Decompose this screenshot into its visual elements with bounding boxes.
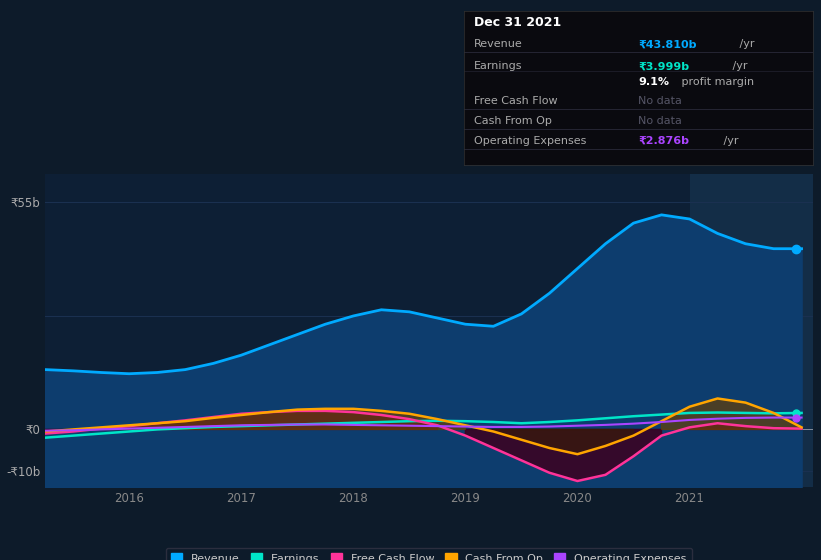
Text: ₹3.999b: ₹3.999b bbox=[639, 61, 690, 71]
Legend: Revenue, Earnings, Free Cash Flow, Cash From Op, Operating Expenses: Revenue, Earnings, Free Cash Flow, Cash … bbox=[166, 548, 692, 560]
Text: Free Cash Flow: Free Cash Flow bbox=[475, 96, 558, 106]
Text: Operating Expenses: Operating Expenses bbox=[475, 136, 587, 146]
Text: /yr: /yr bbox=[736, 39, 754, 49]
Text: No data: No data bbox=[639, 96, 682, 106]
Text: ₹2.876b: ₹2.876b bbox=[639, 136, 690, 146]
Text: Cash From Op: Cash From Op bbox=[475, 116, 553, 126]
Text: profit margin: profit margin bbox=[678, 77, 754, 87]
Text: No data: No data bbox=[639, 116, 682, 126]
Text: Dec 31 2021: Dec 31 2021 bbox=[475, 16, 562, 29]
Text: Revenue: Revenue bbox=[475, 39, 523, 49]
Text: 9.1%: 9.1% bbox=[639, 77, 669, 87]
Text: ₹43.810b: ₹43.810b bbox=[639, 39, 697, 49]
Text: Earnings: Earnings bbox=[475, 61, 523, 71]
Text: /yr: /yr bbox=[729, 61, 748, 71]
Text: /yr: /yr bbox=[720, 136, 739, 146]
Bar bbox=[690, 174, 813, 487]
